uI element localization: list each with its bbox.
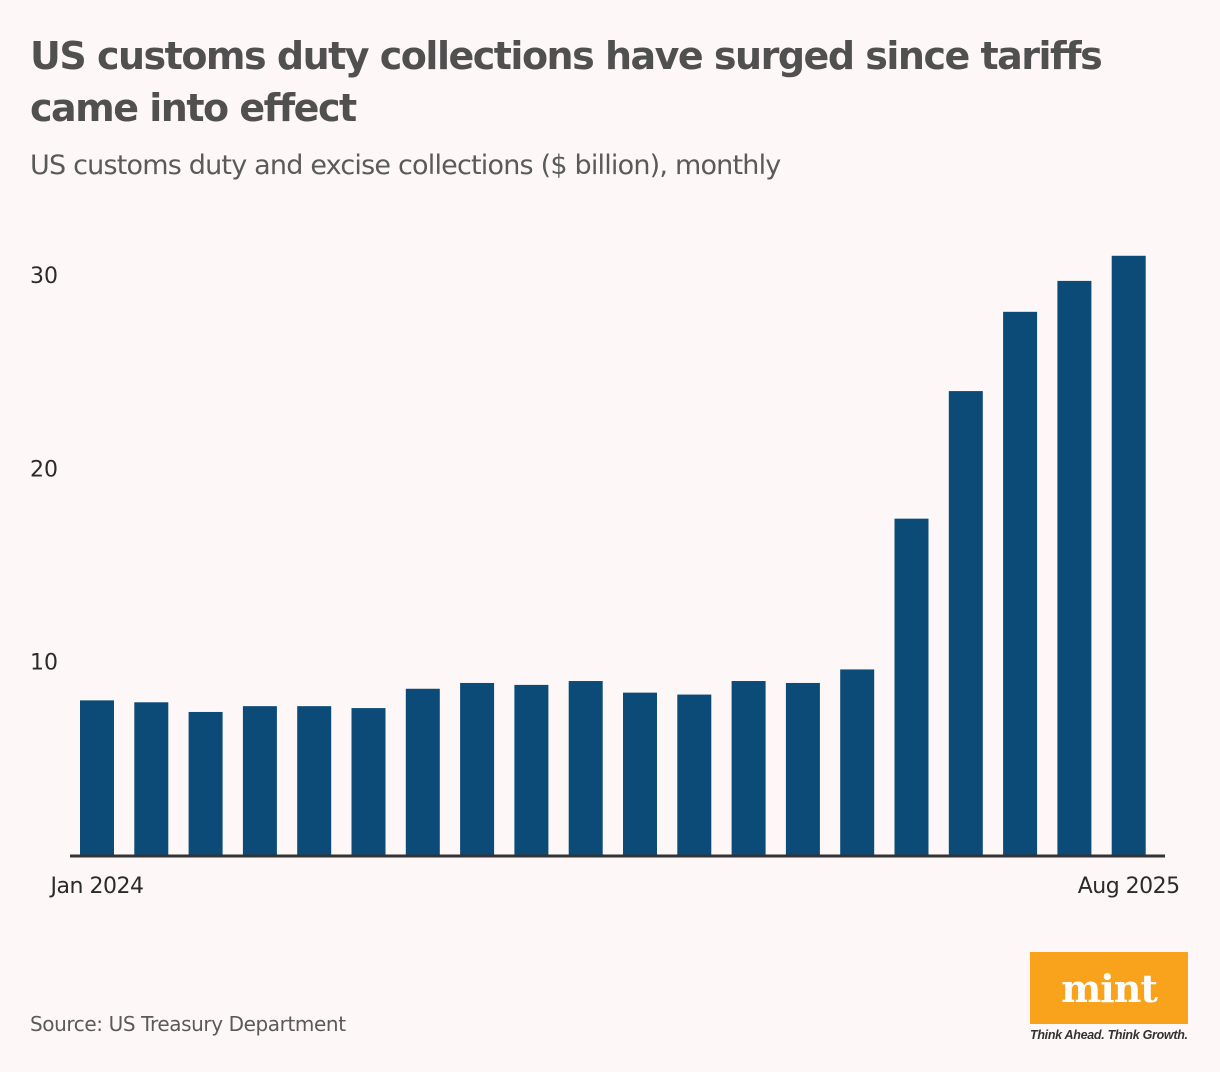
y-tick-label: 30 <box>30 264 58 289</box>
chart-title: US customs duty collections have surged … <box>30 34 1103 130</box>
bar-oct-2024 <box>568 681 603 855</box>
bar-nov-2024 <box>623 692 657 855</box>
bar-sep-2024 <box>514 684 549 855</box>
bar-jun-2025 <box>1003 311 1038 855</box>
bar-dec-2024 <box>677 694 712 855</box>
bar-chart: 10 20 30 Jan 2024 Aug 2025 <box>30 255 1181 899</box>
x-tick-label-end: Aug 2025 <box>1078 874 1180 899</box>
bar-feb-2024 <box>134 702 169 855</box>
y-axis: 10 20 30 <box>30 264 58 676</box>
bar-aug-2025 <box>1111 255 1146 855</box>
logo-tagline: Think Ahead. Think Growth. <box>1030 1028 1188 1042</box>
bar-mar-2025 <box>840 669 875 855</box>
bar-jun-2024 <box>351 708 386 855</box>
y-tick-label: 20 <box>30 457 58 482</box>
bar-jul-2024 <box>405 688 440 855</box>
bar-apr-2025 <box>894 518 929 855</box>
x-tick-label-start: Jan 2024 <box>49 874 144 899</box>
bar-jan-2025 <box>731 681 766 855</box>
bar-may-2024 <box>297 706 332 855</box>
bar-jul-2025 <box>1057 280 1092 855</box>
bar-may-2025 <box>948 391 983 855</box>
bar-mar-2024 <box>188 711 223 855</box>
bar-jan-2024 <box>80 700 114 855</box>
bar-aug-2024 <box>460 682 495 855</box>
x-axis: Jan 2024 Aug 2025 <box>49 874 1181 899</box>
logo-text: mint <box>1061 965 1158 1011</box>
bars-group <box>80 255 1146 855</box>
bar-feb-2025 <box>785 682 820 855</box>
chart-subtitle: US customs duty and excise collections (… <box>30 150 781 181</box>
y-tick-label: 10 <box>30 651 58 676</box>
mint-logo: mint <box>1030 952 1188 1024</box>
source-note: Source: US Treasury Department <box>30 1012 346 1036</box>
bar-apr-2024 <box>242 706 277 855</box>
